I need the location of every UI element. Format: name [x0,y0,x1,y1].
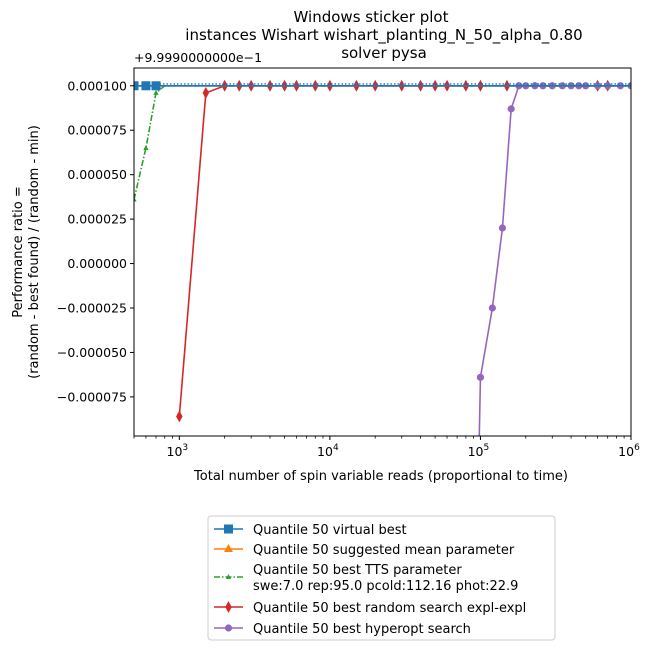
legend-entry-4: Quantile 50 best random search expl-expl [214,600,526,616]
y-tick-label: −0.000075 [57,389,127,404]
series-3 [134,84,631,202]
data-point [134,196,137,202]
y-offset-text: +9.9990000000e−1 [134,50,262,65]
data-point [488,304,496,312]
data-point [153,89,159,95]
legend-marker [224,624,233,632]
legend-label: Quantile 50 virtual best [253,523,407,538]
data-point [176,410,183,423]
y-tick-label: 0.000000 [67,256,127,271]
y-tick-label: 0.000100 [67,78,127,93]
y-tick-label: −0.000025 [57,301,127,316]
y-axis-label-line-2: (random - best found) / (random - min) [27,125,42,379]
y-tick-label: 0.000025 [67,212,127,227]
legend-label-line-2: swe:7.0 rep:95.0 pcold:112.16 phot:22.9 [253,579,518,594]
plot-area [133,67,632,437]
data-point [151,81,161,91]
legend-entry-1: Quantile 50 virtual best [214,523,407,538]
legend-label: Quantile 50 best TTS parameter [253,563,462,578]
legend-marker [225,574,232,579]
plot-frame [133,67,632,437]
legend-marker [225,600,232,614]
chart-title-line-1: Windows sticker plot [294,8,449,26]
y-tick-label: 0.000075 [67,123,127,138]
chart-title-line-3: solver pysa [341,44,427,62]
chart-title-line-2: instances Wishart wishart_planting_N_50_… [185,26,582,45]
legend-label: Quantile 50 best hyperopt search [253,622,471,637]
data-point [498,224,507,232]
legend-entry-5: Quantile 50 best hyperopt search [214,622,471,637]
data-point [141,81,151,91]
series-line [134,84,631,200]
x-tick-label: 105 [468,443,490,459]
series-4 [176,79,631,423]
x-axis: 103 104 105 106 [133,436,640,459]
y-tick-label: −0.000050 [57,345,127,360]
legend-marker [224,544,233,552]
x-axis-label: Total number of spin variable reads (pro… [193,469,568,484]
y-axis-label: Performance ratio = (random - best found… [11,125,42,379]
series-1 [134,81,631,91]
data-point [143,145,149,150]
legend-label: Quantile 50 best random search expl-expl [253,601,526,616]
legend-entry-2: Quantile 50 suggested mean parameter [214,543,515,558]
legend-marker [224,524,233,534]
series-line [178,84,631,417]
x-tick-label: 103 [167,443,189,459]
series-layer [134,79,631,436]
data-point [134,81,139,91]
x-tick-label: 104 [317,443,339,459]
legend: Quantile 50 virtual best Quantile 50 sugg… [207,515,556,641]
y-axis-label-line-1: Performance ratio = [11,186,26,318]
legend-frame [207,515,556,641]
data-point [202,86,210,99]
y-tick-label: 0.000050 [67,167,127,182]
y-axis: 0.000100 0.000075 0.000050 0.000025 0.000000… [57,78,134,404]
data-point [507,105,515,113]
x-tick-label: 106 [618,443,640,459]
legend-label: Quantile 50 suggested mean parameter [253,543,515,558]
data-point [476,373,485,381]
